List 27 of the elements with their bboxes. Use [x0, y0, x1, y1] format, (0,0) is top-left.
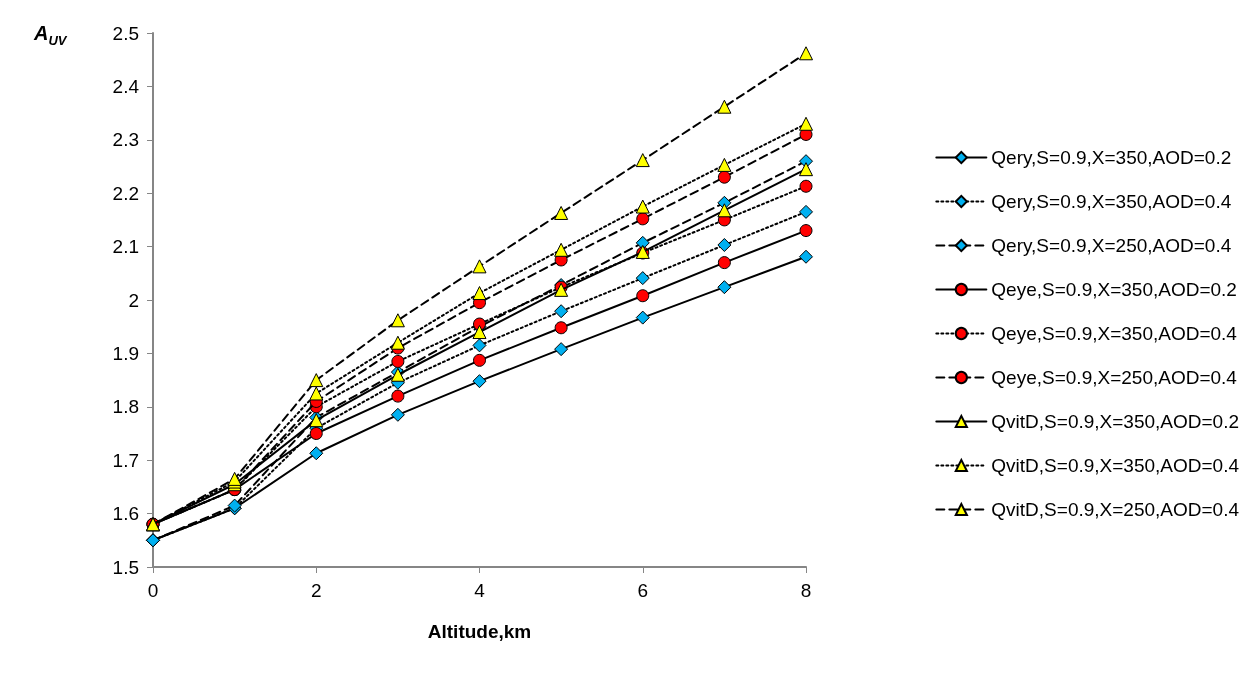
y-tick-label: 2.1	[112, 236, 139, 258]
x-tick-label: 2	[310, 580, 322, 601]
y-tick-label: 2.2	[112, 182, 139, 204]
y-tick-label: 2.4	[112, 75, 140, 97]
x-tick-label: 4	[474, 580, 486, 601]
legend-label: Qery,S=0.9,X=250,AOD=0.4	[991, 235, 1232, 256]
y-tick-label: 1.6	[112, 503, 139, 525]
legend-label: QvitD,S=0.9,X=250,AOD=0.4	[991, 499, 1240, 520]
x-tick-label: 8	[800, 580, 812, 601]
legend-label: Qery,S=0.9,X=350,AOD=0.2	[991, 147, 1232, 168]
legend-label: QvitD,S=0.9,X=350,AOD=0.4	[991, 455, 1240, 476]
x-tick-label: 0	[147, 580, 159, 601]
y-tick-label: 1.9	[112, 342, 139, 364]
x-axis-title: Altitude,km	[427, 621, 532, 642]
y-tick-label: 1.8	[112, 396, 139, 418]
legend-label: QvitD,S=0.9,X=350,AOD=0.2	[991, 411, 1239, 432]
y-tick-label: 2.5	[112, 22, 139, 44]
y-tick-label: 1.7	[112, 449, 139, 471]
legend-label: Qery,S=0.9,X=350,AOD=0.4	[991, 191, 1232, 212]
y-axis-title: A$_{UV}$	[34, 22, 67, 48]
legend-label: Qeye,S=0.9,X=350,AOD=0.2	[991, 279, 1237, 300]
y-tick-label: 1.5	[112, 556, 139, 578]
y-tick-label: 2	[128, 289, 139, 311]
legend-label: Qeye,S=0.9,X=250,AOD=0.4	[991, 367, 1238, 388]
y-tick-label: 2.3	[112, 129, 139, 151]
x-tick-label: 6	[637, 580, 649, 601]
legend-label: Qeye,S=0.9,X=350,AOD=0.4	[991, 323, 1238, 344]
